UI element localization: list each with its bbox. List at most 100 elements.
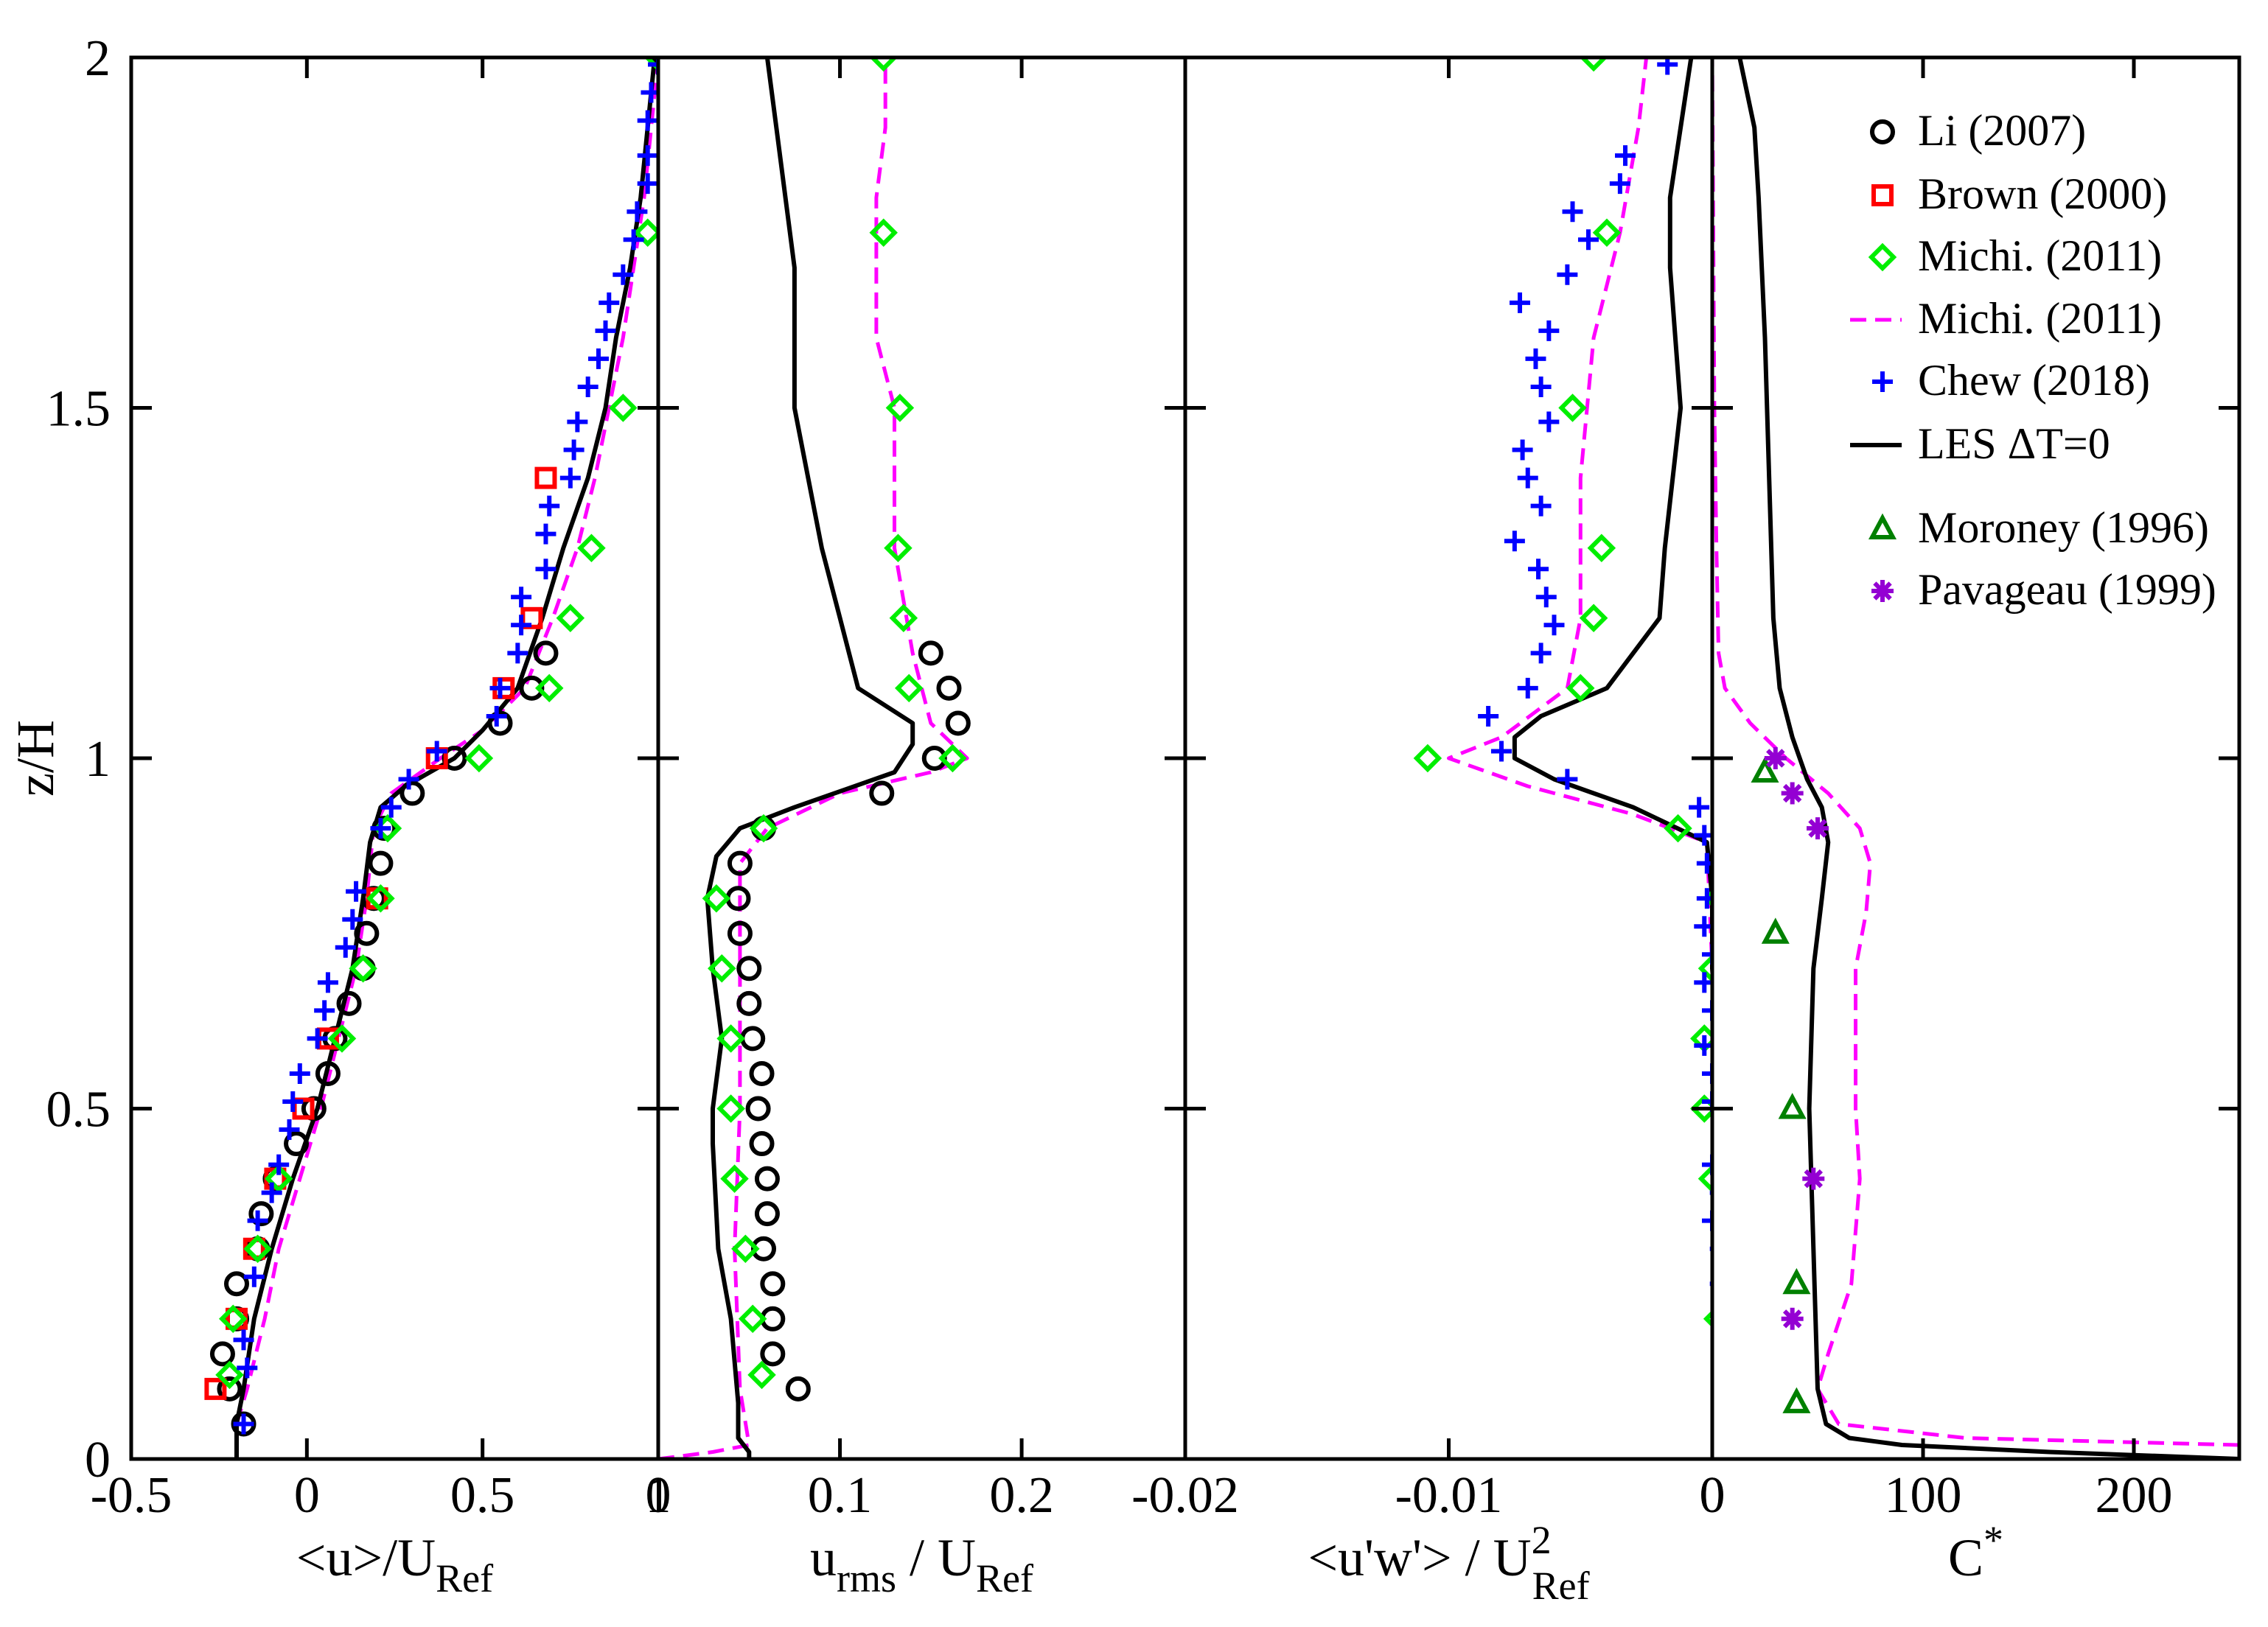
point-li-mean_u-20 (487, 710, 513, 736)
point-chew-mean_u-1 (237, 1357, 258, 1379)
point-chew-uw_flux-36 (1525, 348, 1546, 369)
xtick-label-u_rms-1: 0.1 (808, 1467, 873, 1524)
point-li-mean_u-4 (224, 1271, 249, 1297)
point-brown-mean_u-10 (534, 466, 557, 489)
point-li-mean_u-6 (248, 1201, 274, 1227)
point-moroney-c_star-2 (1778, 1093, 1807, 1119)
point-chew-uw_flux-11 (1702, 1091, 1712, 1112)
point-michi_pts-mean_u-13 (633, 218, 658, 247)
point-chew-uw_flux-23 (1491, 741, 1512, 762)
series-line-michi_line-c_star (1712, 57, 2239, 1447)
point-michi_pts-mean_u-3 (264, 1164, 293, 1193)
point-chew-mean_u-2 (233, 1329, 254, 1351)
point-li-u_rms-6 (754, 1166, 780, 1192)
point-chew-mean_u-27 (539, 495, 560, 517)
point-michi_pts-mean_u-10 (556, 603, 585, 633)
point-chew-uw_flux-29 (1528, 559, 1549, 580)
point-li-mean_u-21 (519, 675, 545, 701)
point-chew-mean_u-15 (346, 881, 367, 902)
point-chew-uw_flux-10 (1715, 1119, 1736, 1140)
legend-label-les: LES ΔT=0 (1918, 419, 2110, 468)
point-michi_pts-mean_u-0 (215, 1360, 244, 1390)
xtick-label-uw_flux-1: -0.01 (1395, 1467, 1503, 1524)
panel-mean_u (204, 57, 658, 1459)
point-li-u_rms-8 (745, 1096, 771, 1122)
legend-label-chew: Chew (2018) (1918, 356, 2150, 405)
xlabel-c_star: C* (1948, 1518, 2003, 1587)
panel-c_star (1712, 57, 2239, 1459)
legend: Li (2007) Brown (2000) Michi. (2011) Michi.… (1850, 106, 2216, 614)
point-michi_pts-uw_flux-13 (1579, 57, 1608, 72)
point-chew-uw_flux-9 (1702, 1154, 1712, 1175)
point-chew-uw_flux-26 (1530, 643, 1552, 664)
point-chew-mean_u-37 (627, 201, 648, 223)
point-li-mean_u-18 (399, 780, 425, 806)
xtick-label-c_star-2: 200 (2096, 1467, 2173, 1524)
point-chew-mean_u-17 (380, 797, 402, 818)
point-chew-mean_u-23 (511, 615, 532, 636)
point-li-mean_u-16 (368, 850, 394, 876)
point-chew-mean_u-7 (279, 1119, 300, 1141)
point-chew-uw_flux-40 (1577, 229, 1599, 251)
ytick-label-3: 1.5 (46, 381, 111, 438)
point-chew-mean_u-38 (637, 173, 658, 195)
point-li-u_rms-10 (740, 1026, 766, 1052)
legend-swatch-chew (1872, 371, 1893, 392)
point-chew-mean_u-3 (243, 1266, 265, 1287)
point-michi_pts-u_rms-8 (749, 814, 778, 843)
point-chew-mean_u-25 (535, 559, 556, 580)
point-michi_pts-u_rms-6 (708, 954, 736, 983)
legend-swatch-moroney (1868, 513, 1897, 539)
point-chew-uw_flux-37 (1538, 320, 1560, 341)
point-michi_pts-mean_u-11 (577, 533, 606, 562)
point-michi_pts-u_rms-4 (716, 1094, 745, 1123)
point-chew-uw_flux-18 (1696, 888, 1712, 909)
point-michi_pts-uw_flux-10 (1587, 533, 1616, 562)
ytick-label-4: 2 (85, 30, 111, 87)
point-li-u_rms-11 (736, 990, 762, 1016)
point-michi_pts-u_rms-3 (720, 1164, 749, 1193)
point-li-u_rms-1 (760, 1341, 786, 1367)
point-chew-mean_u-0 (233, 1413, 254, 1435)
point-chew-mean_u-36 (623, 229, 644, 251)
point-pavageau-c_star-1 (1802, 1167, 1825, 1190)
xtick-label-c_star-1: 100 (1885, 1467, 1962, 1524)
point-chew-mean_u-21 (489, 677, 511, 699)
point-michi_pts-u_rms-2 (731, 1234, 760, 1263)
point-pavageau-c_star-2 (1807, 817, 1829, 840)
legend-label-brown: Brown (2000) (1918, 169, 2167, 218)
point-michi_pts-mean_u-5 (349, 954, 377, 983)
point-li-mean_u-8 (284, 1131, 310, 1157)
legend-label-pavageau: Pavageau (1999) (1918, 565, 2216, 614)
point-michi_pts-uw_flux-7 (1413, 743, 1442, 773)
point-chew-uw_flux-39 (1557, 264, 1578, 285)
point-chew-mean_u-12 (317, 972, 338, 993)
xtick-label-u_rms-2: 0.2 (989, 1467, 1054, 1524)
series-line-les-u_rms (705, 57, 915, 1459)
point-brown-mean_u-0 (204, 1377, 227, 1400)
point-michi_pts-uw_flux-11 (1558, 393, 1587, 422)
point-pavageau-c_star-4 (1764, 747, 1787, 769)
legend-entry-michi_pts-2: Michi. (2011) (1868, 231, 2162, 280)
point-michi_pts-u_rms-5 (716, 1024, 745, 1053)
point-chew-uw_flux-2 (1728, 1357, 1749, 1378)
point-michi_pts-u_rms-7 (702, 884, 731, 913)
point-chew-mean_u-28 (559, 467, 581, 489)
point-chew-uw_flux-33 (1512, 439, 1533, 461)
point-chew-uw_flux-7 (1702, 1210, 1712, 1231)
point-chew-mean_u-33 (595, 320, 616, 341)
point-chew-mean_u-19 (426, 741, 447, 762)
point-chew-mean_u-42 (648, 57, 658, 75)
xtick-label-c_star-0: 0 (1700, 1467, 1726, 1524)
point-chew-mean_u-31 (577, 376, 599, 397)
xtick-label-u_rms-0: 0 (646, 1467, 671, 1524)
point-chew-mean_u-8 (282, 1091, 304, 1112)
point-michi_pts-u_rms-1 (738, 1304, 767, 1334)
point-michi_pts-mean_u-8 (464, 743, 494, 773)
xlabel-uw_flux: <u'w'> / U2 Ref (1308, 1518, 1589, 1608)
point-chew-mean_u-20 (486, 705, 507, 727)
series-line-michi_line-mean_u (234, 57, 658, 1425)
point-li-u_rms-18 (921, 746, 947, 771)
point-chew-mean_u-32 (587, 348, 609, 369)
